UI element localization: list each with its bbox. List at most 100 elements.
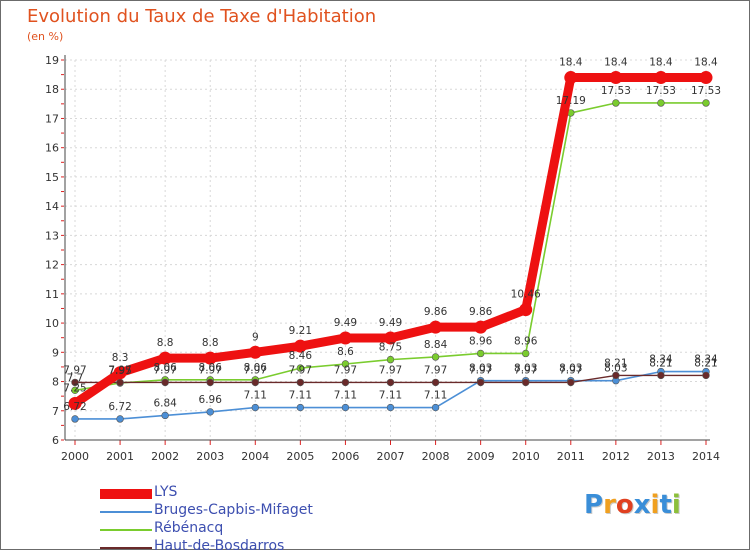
data-point: [161, 411, 169, 420]
legend-item-bruges[interactable]: Bruges-Capbis-Mifaget: [100, 502, 420, 520]
chart-legend: LYS Bruges-Capbis-Mifaget Rébénacq Haut-…: [100, 484, 420, 556]
data-label: 7.95: [108, 365, 131, 377]
data-point: [564, 71, 578, 85]
y-tick-label: 14: [45, 200, 59, 213]
data-label: 8.03: [604, 363, 627, 375]
x-tick-label: 2003: [196, 450, 224, 463]
legend-label-lys: LYS: [154, 484, 178, 500]
legend-swatch-bruges: [100, 511, 152, 513]
data-label: 17.53: [691, 85, 721, 97]
data-point: [386, 378, 395, 387]
y-tick-label: 6: [52, 434, 59, 447]
series-1: [71, 367, 710, 423]
data-label: 8.21: [604, 357, 627, 369]
data-point: [71, 378, 79, 387]
y-tick-label: 7: [52, 405, 59, 418]
data-point: [609, 71, 623, 85]
logo-letter: P: [584, 490, 604, 520]
data-point: [384, 331, 397, 345]
data-point: [431, 403, 440, 412]
y-tick-label: 19: [45, 54, 59, 67]
data-point: [386, 355, 395, 364]
data-point: [654, 71, 668, 85]
legend-item-rebenacq[interactable]: Rébénacq: [100, 520, 420, 538]
data-label: 7.97: [469, 364, 492, 376]
data-label: 9: [252, 331, 259, 343]
data-point: [341, 360, 350, 368]
data-label: 8.06: [153, 362, 177, 374]
legend-swatch-lys: [100, 489, 152, 499]
data-point: [431, 378, 440, 387]
data-label: 7.25: [63, 382, 86, 394]
logo-letter: t: [659, 490, 672, 520]
data-point: [251, 403, 259, 412]
data-label: 18.4: [559, 57, 583, 69]
data-point: [296, 378, 305, 387]
data-label: 8.96: [469, 335, 493, 347]
data-label: 7.97: [108, 364, 131, 376]
data-label: 8.84: [424, 339, 448, 351]
data-label: 18.4: [694, 57, 718, 69]
data-label: 7.7: [67, 372, 84, 384]
data-point: [657, 371, 665, 380]
data-point: [161, 378, 169, 387]
x-tick-label: 2008: [422, 450, 450, 463]
data-label: 17.53: [646, 85, 676, 97]
data-point: [522, 349, 530, 358]
legend-label-rebenacq: Rébénacq: [154, 520, 224, 536]
logo-letter: o: [615, 490, 634, 520]
data-point: [116, 378, 124, 387]
x-tick-label: 2011: [557, 450, 585, 463]
y-tick-label: 17: [45, 112, 59, 125]
data-point: [206, 408, 214, 416]
data-label: 7.97: [379, 364, 402, 376]
data-point: [657, 99, 665, 107]
data-point: [474, 320, 488, 334]
data-point: [431, 353, 440, 361]
data-label: 17.53: [601, 85, 631, 97]
data-point: [702, 371, 710, 380]
data-label: 9.86: [424, 306, 448, 318]
series-0: [68, 71, 713, 410]
data-point: [612, 99, 620, 107]
x-tick-label: 2010: [512, 450, 540, 463]
data-label: 7.97: [244, 364, 267, 376]
x-tick-label: 2012: [602, 450, 630, 463]
x-tick-label: 2000: [61, 450, 89, 463]
data-point: [476, 378, 485, 387]
data-label: 8.03: [514, 363, 537, 375]
data-label: 7.97: [559, 364, 582, 376]
legend-item-lys[interactable]: LYS: [100, 484, 420, 502]
data-point: [251, 378, 259, 387]
data-point: [702, 99, 710, 107]
x-tick-label: 2006: [331, 450, 359, 463]
data-label: 7.97: [334, 364, 357, 376]
data-label: 8.46: [289, 350, 313, 362]
data-label: 18.4: [604, 57, 628, 69]
y-tick-label: 11: [45, 288, 59, 301]
data-label: 7.11: [334, 390, 357, 402]
plot-area: [65, 60, 710, 440]
data-label: 7.11: [424, 390, 447, 402]
data-point: [68, 396, 82, 410]
data-label: 7.97: [63, 364, 86, 376]
data-label: 8.03: [469, 363, 492, 375]
legend-item-haut-de-bosdarros[interactable]: Haut-de-Bosdarros: [100, 538, 420, 556]
data-label: 7.97: [153, 364, 176, 376]
data-label: 8.3: [112, 352, 129, 364]
y-tick-label: 8: [52, 376, 59, 389]
x-tick-label: 2014: [692, 450, 720, 463]
data-point: [476, 349, 485, 358]
data-label: 7.11: [289, 390, 312, 402]
data-label: 10.46: [511, 289, 541, 301]
data-label: 8.21: [694, 357, 717, 369]
data-label: 8.75: [379, 342, 402, 354]
data-label: 9.21: [289, 325, 312, 337]
series-3: [71, 371, 710, 387]
data-label: 6.72: [108, 401, 131, 413]
data-label: 8.96: [514, 335, 538, 347]
legend-label-haut-de-bosdarros: Haut-de-Bosdarros: [154, 538, 285, 554]
data-point: [296, 403, 305, 412]
logo-letter: i: [650, 490, 660, 520]
